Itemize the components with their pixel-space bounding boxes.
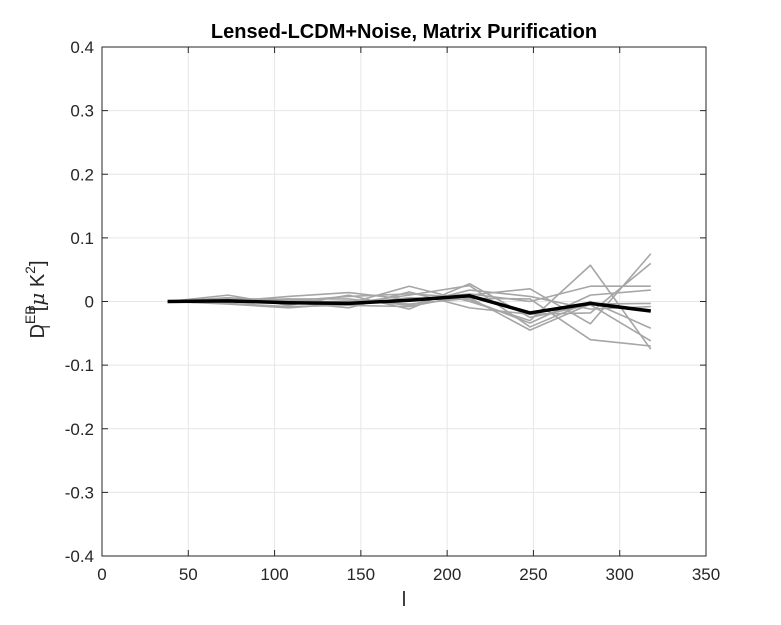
y-tick-label: 0.3 — [70, 102, 94, 121]
y-axis-label-bracket-open: [ — [27, 305, 49, 311]
y-tick-label: -0.1 — [65, 356, 94, 375]
y-axis-label-sup: EB — [22, 305, 38, 324]
mean-layer — [167, 294, 651, 315]
y-axis-label: DEBl [μ K2] — [22, 260, 53, 338]
y-tick-label: 0.1 — [70, 229, 94, 248]
y-tick-label: 0.4 — [70, 38, 94, 57]
x-tick-label: 100 — [260, 565, 288, 584]
x-tick-label: 350 — [692, 565, 720, 584]
y-axis-label-k: K — [27, 273, 49, 293]
y-tick-label: 0.2 — [70, 165, 94, 184]
ticks: 0 50 100 150 200 250 300 350 -0.4 -0.3 -0.2 -0.1 0 0.… — [65, 38, 720, 584]
x-tick-label: 0 — [97, 565, 106, 584]
y-axis-label-mu: μ — [25, 293, 49, 306]
x-tick-label: 50 — [179, 565, 198, 584]
x-tick-label: 150 — [347, 565, 375, 584]
x-tick-label: 300 — [606, 565, 634, 584]
x-tick-label: 200 — [433, 565, 461, 584]
y-tick-label: 0 — [85, 293, 94, 312]
realization-line-6 — [167, 284, 652, 329]
y-tick-label: -0.4 — [65, 547, 94, 566]
realization-line-9 — [167, 289, 651, 324]
chart-title: Lensed-LCDM+Noise, Matrix Purification — [211, 21, 597, 43]
y-axis-label-unit-sup: 2 — [22, 266, 38, 274]
y-tick-label: -0.3 — [65, 483, 94, 502]
y-axis-label-bracket-close: ] — [27, 260, 49, 266]
x-tick-label: 250 — [519, 565, 547, 584]
y-axis-label-base: D — [27, 324, 49, 338]
x-axis-label: l — [402, 589, 406, 611]
y-axis-label-sub: l — [37, 325, 53, 328]
realization-line-10 — [167, 293, 651, 331]
mean-line — [167, 294, 651, 315]
y-tick-label: -0.2 — [65, 420, 94, 439]
